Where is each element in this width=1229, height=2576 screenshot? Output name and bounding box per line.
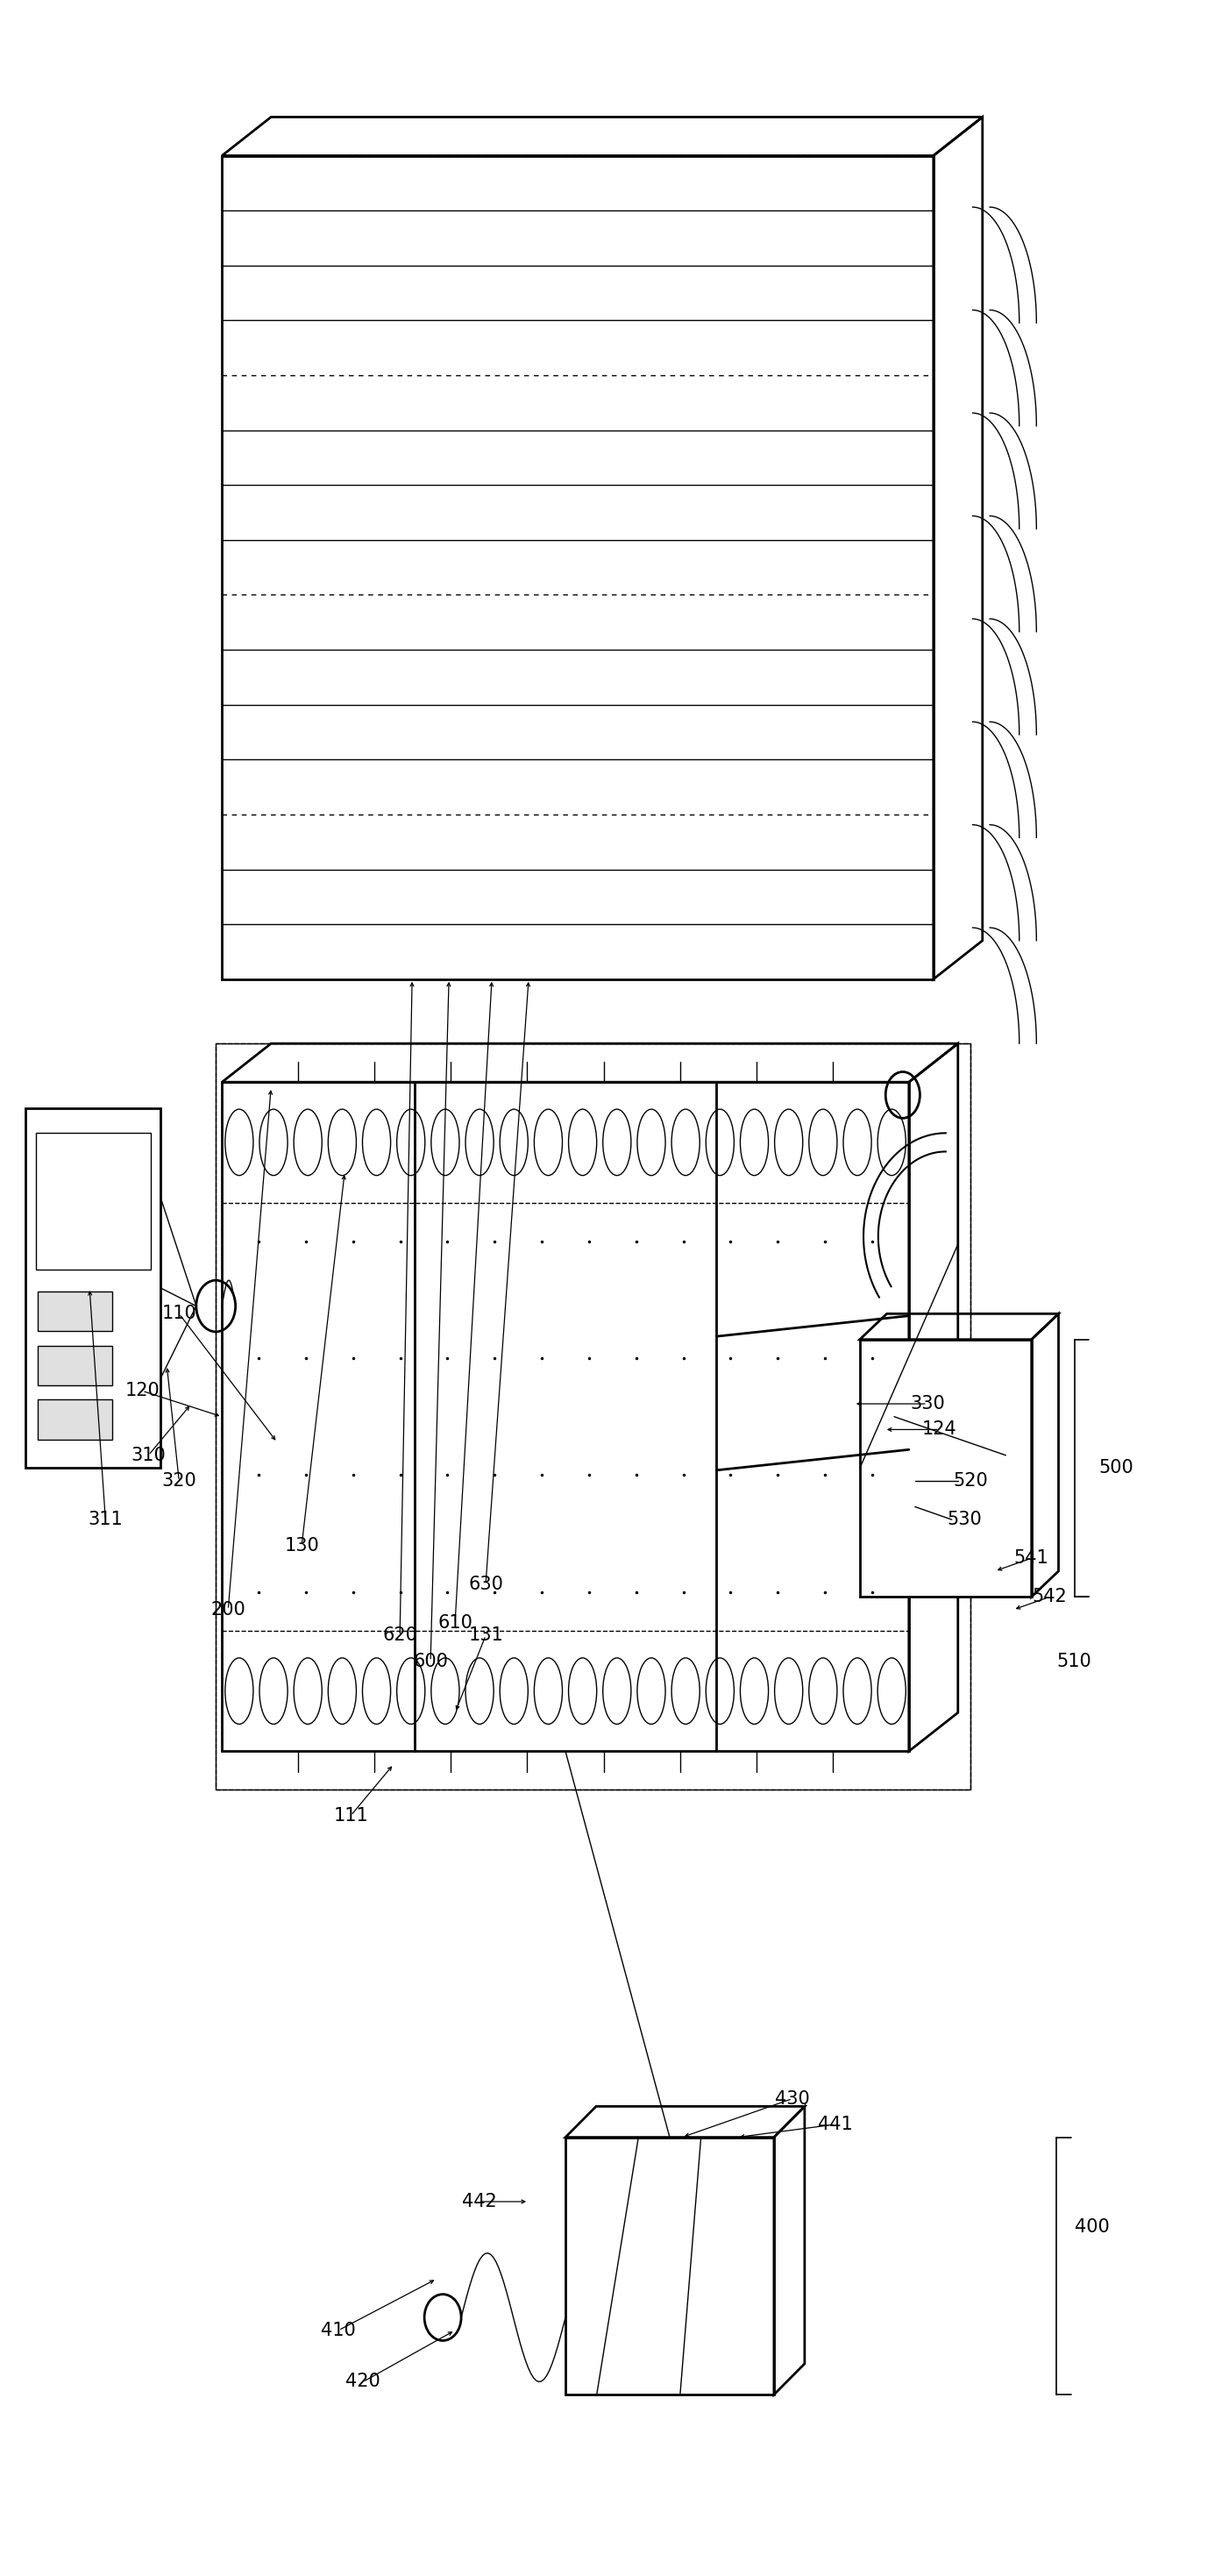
Text: 520: 520 [952,1473,988,1489]
Text: 410: 410 [321,2321,356,2339]
Text: 500: 500 [1099,1461,1134,1476]
Text: 510: 510 [1057,1651,1091,1669]
Text: 330: 330 [909,1396,945,1412]
Text: 610: 610 [438,1613,472,1631]
Bar [860,1340,1031,1597]
Text: 124: 124 [922,1422,957,1437]
Text: 130: 130 [284,1538,320,1553]
Text: 530: 530 [946,1512,982,1528]
Text: 131: 131 [468,1625,503,1643]
Bar [565,2138,774,2396]
Text: 200: 200 [210,1600,246,1618]
Text: 111: 111 [333,1806,369,1824]
Text: 420: 420 [345,2372,381,2391]
Bar [26,1108,161,1468]
Bar [38,1291,112,1332]
Text: 320: 320 [162,1473,197,1489]
Bar [36,1133,151,1270]
Bar [216,1043,970,1790]
Bar [38,1345,112,1386]
Text: 541: 541 [1014,1548,1050,1566]
Bar [222,1082,909,1752]
Text: 400: 400 [1074,2218,1110,2236]
Text: 110: 110 [162,1306,197,1321]
Text: 120: 120 [125,1383,160,1399]
Text: 620: 620 [382,1625,418,1643]
Bar [216,1043,970,1790]
Text: 441: 441 [817,2115,853,2133]
Text: 542: 542 [1032,1587,1067,1605]
Bar [222,155,933,979]
Text: 430: 430 [775,2089,810,2107]
Text: 630: 630 [468,1574,503,1592]
Text: 311: 311 [88,1512,123,1528]
Text: 310: 310 [132,1448,166,1463]
Text: 600: 600 [413,1651,449,1669]
Text: 442: 442 [462,2192,497,2210]
Bar [38,1399,112,1440]
